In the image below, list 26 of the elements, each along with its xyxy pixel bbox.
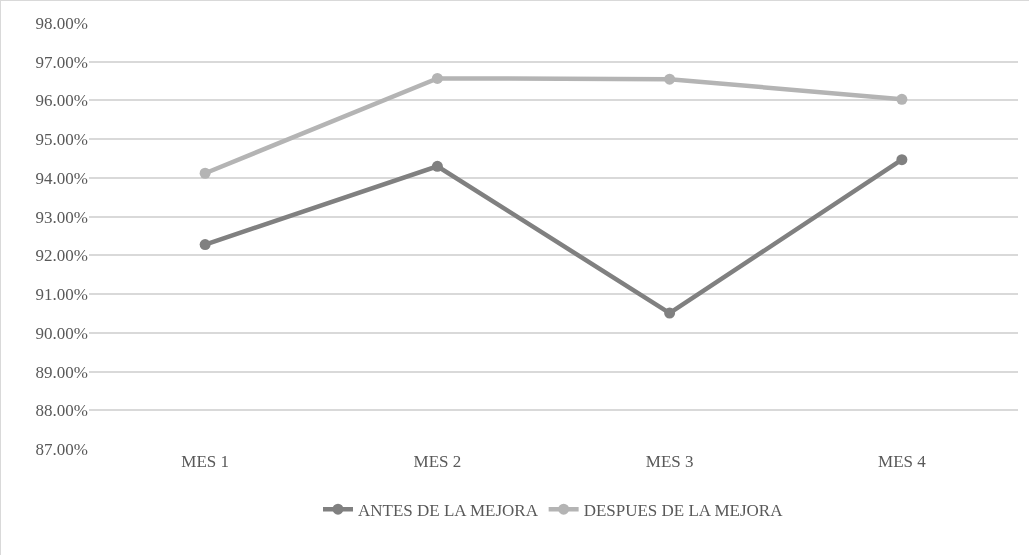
x-tick-label: MES 1 <box>181 452 229 471</box>
x-tick-label: MES 4 <box>878 452 927 471</box>
y-tick-label: 94.00% <box>35 168 88 188</box>
point <box>664 73 676 85</box>
point <box>664 307 676 319</box>
y-tick-label: 90.00% <box>35 323 88 343</box>
legend-label: ANTES DE LA MEJORA <box>358 500 539 520</box>
point <box>199 167 211 179</box>
point <box>431 160 443 172</box>
y-tick-label: 98.00% <box>35 13 88 33</box>
point <box>896 154 908 166</box>
point <box>199 239 211 251</box>
y-tick-label: 92.00% <box>35 246 88 266</box>
y-tick-label: 96.00% <box>35 91 88 111</box>
y-tick-label: 93.00% <box>35 207 88 227</box>
x-tick-label: MES 2 <box>413 452 462 471</box>
y-tick-label: 91.00% <box>35 285 88 305</box>
y-tick-label: 97.00% <box>35 52 88 72</box>
y-tick-label: 95.00% <box>35 130 88 150</box>
y-tick-label: 88.00% <box>35 401 88 421</box>
y-tick-label: 87.00% <box>35 439 88 459</box>
x-tick-label: MES 3 <box>645 452 694 471</box>
y-tick-label: 89.00% <box>35 362 88 382</box>
point <box>896 93 908 105</box>
point <box>431 72 443 84</box>
legend-label: DESPUES DE LA MEJORA <box>583 500 784 520</box>
